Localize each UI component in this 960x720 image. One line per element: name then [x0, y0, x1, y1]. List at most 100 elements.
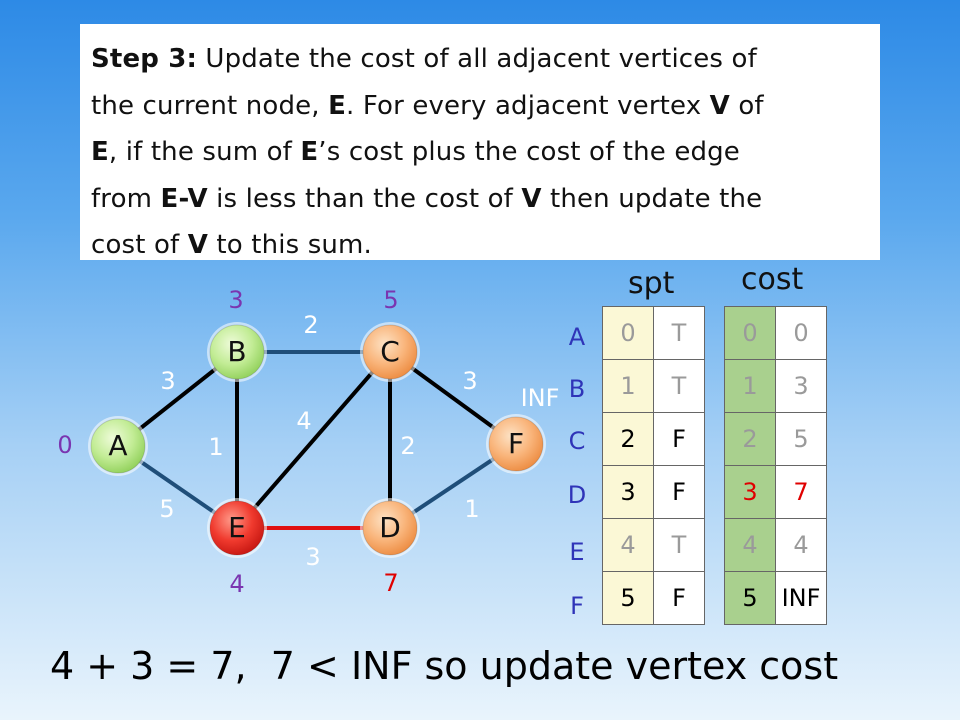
node-label: F [508, 427, 524, 460]
cost-value-cell: 7 [775, 465, 827, 519]
edge-weight-label: 2 [303, 311, 318, 339]
node-cost-label: 0 [57, 431, 72, 459]
cost-index-cell: 5 [724, 571, 776, 625]
cost-value-cell: INF [775, 571, 827, 625]
instruction-text: then update the [541, 183, 763, 214]
table-row: 2 5 [724, 412, 827, 466]
table-row: 0 T [602, 306, 705, 360]
instruction-bold: E [300, 137, 319, 167]
table-row: 1 T [602, 359, 705, 413]
edge-weight-label: 1 [208, 433, 223, 461]
spt-flag-cell: T [653, 306, 705, 360]
step-title: Step 3: [91, 44, 197, 74]
spt-table: 0 T 1 T 2 F 3 F 4 T 5 F [602, 306, 705, 625]
table-row: 4 4 [724, 518, 827, 572]
edge-weight-label: 3 [160, 367, 175, 395]
edge-e-c [235, 350, 392, 530]
instruction-text: to this sum. [208, 230, 372, 260]
spt-flag-cell: T [653, 518, 705, 572]
node-label: D [379, 511, 401, 544]
table-row: 5 INF [724, 571, 827, 625]
cost-index-cell: 2 [724, 412, 776, 466]
spt-row-label: C [568, 427, 586, 455]
instruction-bold: E [328, 90, 347, 121]
cost-value-cell: 4 [775, 518, 827, 572]
node-cost-label: 7 [383, 569, 398, 597]
spt-row-label: B [568, 375, 586, 403]
table-row: 3 7 [724, 465, 827, 519]
node-cost-label: INF [521, 384, 560, 412]
spt-index-cell: 0 [602, 306, 654, 360]
node-cost-label: 4 [229, 570, 244, 598]
instruction-line-2: the current node, E. For every adjacent … [91, 83, 868, 130]
instruction-bold: E-V [160, 183, 208, 214]
spt-index-cell: 3 [602, 465, 654, 519]
node-e [209, 500, 265, 556]
instruction-text: , if the sum of [108, 137, 301, 167]
spt-flag-cell: F [653, 571, 705, 625]
cost-table: 0 0 1 3 2 5 3 7 4 4 5 INF [724, 306, 827, 625]
edge-weight-label: 3 [305, 543, 320, 571]
node-label: A [108, 429, 127, 462]
table-row: 0 0 [724, 306, 827, 360]
spt-index-cell: 2 [602, 412, 654, 466]
cost-header: cost [741, 262, 804, 297]
spt-row-label: A [568, 323, 586, 351]
table-row: 5 F [602, 571, 705, 625]
instruction-text: ’s cost plus the cost of the edge [318, 137, 740, 167]
spt-flag-cell: F [653, 465, 705, 519]
cost-index-cell: 0 [724, 306, 776, 360]
table-row: 4 T [602, 518, 705, 572]
instruction-bold: V [709, 90, 730, 121]
node-b [209, 324, 265, 380]
node-cost-label: 3 [228, 286, 243, 314]
cost-index-cell: 4 [724, 518, 776, 572]
node-cost-label: 5 [383, 286, 398, 314]
instruction-text: Update the cost of all adjacent vertices… [197, 44, 757, 74]
explanation-caption: 4 + 3 = 7, 7 < INF so update vertex cost [50, 644, 839, 688]
node-label: E [228, 511, 246, 544]
instruction-bold: V [521, 183, 542, 214]
spt-index-cell: 4 [602, 518, 654, 572]
node-c [362, 324, 418, 380]
node-label: B [227, 335, 246, 368]
spt-index-cell: 5 [602, 571, 654, 625]
node-a [90, 418, 146, 474]
instruction-line-1: Step 3: Update the cost of all adjacent … [91, 36, 868, 83]
spt-header: spt [628, 266, 675, 301]
cost-value-cell: 0 [775, 306, 827, 360]
spt-row-label: D [567, 481, 587, 509]
edge-weight-label: 3 [462, 367, 477, 395]
cost-index-cell: 3 [724, 465, 776, 519]
edge-weight-label: 5 [159, 495, 174, 523]
instruction-text: cost of [91, 230, 188, 260]
instruction-bold: V [187, 230, 209, 260]
edge-weight-label: 2 [400, 432, 415, 460]
instruction-line-5: cost of V to this sum. [91, 222, 868, 269]
spt-flag-cell: F [653, 412, 705, 466]
instruction-line-3: E, if the sum of E’s cost plus the cost … [91, 129, 868, 176]
cost-value-cell: 3 [775, 359, 827, 413]
instruction-text: from [91, 183, 161, 214]
instruction-bold: E [91, 137, 109, 167]
spt-row-label: E [569, 538, 585, 566]
edge-weight-label: 4 [296, 407, 311, 435]
instruction-text: . For every adjacent vertex [346, 90, 710, 121]
node-f [488, 416, 544, 472]
spt-index-cell: 1 [602, 359, 654, 413]
edge-weight-label: 1 [464, 495, 479, 523]
node-label: C [380, 335, 400, 368]
instruction-text: is less than the cost of [207, 183, 522, 214]
instruction-text: of [729, 90, 764, 121]
table-row: 1 3 [724, 359, 827, 413]
spt-flag-cell: T [653, 359, 705, 413]
table-row: 3 F [602, 465, 705, 519]
instruction-line-4: from E-V is less than the cost of V then… [91, 176, 868, 223]
instruction-text: the current node, [91, 90, 329, 121]
table-row: 2 F [602, 412, 705, 466]
cost-value-cell: 5 [775, 412, 827, 466]
instruction-box: Step 3: Update the cost of all adjacent … [80, 24, 880, 260]
spt-row-label: F [570, 592, 584, 620]
node-d [362, 500, 418, 556]
